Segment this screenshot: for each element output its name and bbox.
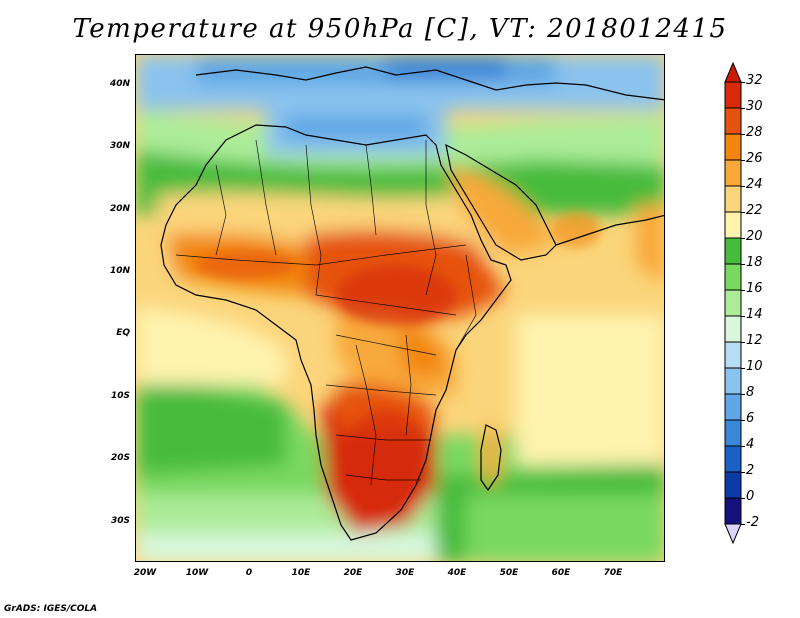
lon-label-20e: 20E: [343, 568, 363, 578]
colorbar-segment: [724, 393, 742, 421]
colorbar-tick: [741, 264, 745, 265]
colorbar-tick: [741, 212, 745, 213]
colorbar-tick: [741, 472, 745, 473]
lon-label-10w: 10W: [185, 568, 209, 578]
grads-credit: GrADS: IGES/COLA: [4, 604, 98, 614]
colorbar-segment: [724, 133, 742, 161]
colorbar-segment: [724, 263, 742, 291]
lat-label-10s: 10S: [110, 391, 130, 401]
colorbar-segment: [724, 289, 742, 317]
colorbar-label: 0: [746, 489, 755, 504]
colorbar-label: 24: [746, 177, 763, 192]
colorbar-bottom-arrow: [724, 523, 742, 545]
colorbar-label: 28: [746, 125, 763, 140]
colorbar-label: 8: [746, 385, 755, 400]
coastlines: [160, 66, 664, 541]
map-area: [135, 54, 665, 562]
colorbar-tick: [741, 316, 745, 317]
colorbar-segment: [724, 419, 742, 447]
colorbar-label: 14: [746, 307, 763, 322]
lat-label-eq: EQ: [116, 328, 130, 338]
lon-label-20w: 20W: [133, 568, 157, 578]
colorbar-tick: [741, 524, 745, 525]
lon-label-50e: 50E: [499, 568, 519, 578]
colorbar-tick: [741, 498, 745, 499]
lat-label-30s: 30S: [110, 516, 130, 526]
colorbar-label: 20: [746, 229, 763, 244]
colorbar-label: 30: [746, 99, 763, 114]
colorbar-segment: [724, 471, 742, 499]
colorbar-tick: [741, 290, 745, 291]
colorbar-top-arrow: [724, 62, 742, 83]
colorbar-label: 32: [746, 73, 763, 88]
colorbar-tick: [741, 160, 745, 161]
colorbar: [724, 62, 742, 545]
colorbar-segment: [724, 237, 742, 265]
lat-label-10n: 10N: [109, 266, 130, 276]
colorbar-segment: [724, 367, 742, 395]
lat-label-20n: 20N: [109, 204, 130, 214]
lon-label-60e: 60E: [551, 568, 571, 578]
colorbar-segment: [724, 185, 742, 213]
colorbar-label: 4: [746, 437, 755, 452]
colorbar-label: 18: [746, 255, 763, 270]
colorbar-tick: [741, 82, 745, 83]
colorbar-tick: [741, 368, 745, 369]
colorbar-tick: [741, 394, 745, 395]
colorbar-tick: [741, 420, 745, 421]
colorbar-segment: [724, 341, 742, 369]
colorbar-label: -2: [746, 515, 759, 530]
colorbar-label: 26: [746, 151, 763, 166]
colorbar-segment: [724, 81, 742, 109]
colorbar-label: 16: [746, 281, 763, 296]
colorbar-label: 12: [746, 333, 763, 348]
temperature-map: [136, 55, 664, 561]
lon-label-40e: 40E: [447, 568, 467, 578]
lat-label-30n: 30N: [109, 141, 130, 151]
colorbar-label: 2: [746, 463, 755, 478]
colorbar-tick: [741, 134, 745, 135]
colorbar-tick: [741, 446, 745, 447]
country-borders: [175, 139, 477, 486]
colorbar-segment: [724, 315, 742, 343]
colorbar-label: 22: [746, 203, 763, 218]
lat-label-40n: 40N: [109, 79, 130, 89]
colorbar-label: 6: [746, 411, 755, 426]
plot-title: Temperature at 950hPa [C], VT: 201801241…: [72, 14, 728, 44]
lon-label-70e: 70E: [603, 568, 623, 578]
colorbar-tick: [741, 108, 745, 109]
lon-label-30e: 30E: [395, 568, 415, 578]
lat-label-20s: 20S: [110, 453, 130, 463]
colorbar-segment: [724, 159, 742, 187]
colorbar-segment: [724, 497, 742, 525]
lon-label-10e: 10E: [291, 568, 311, 578]
colorbar-tick: [741, 186, 745, 187]
colorbar-segment: [724, 107, 742, 135]
colorbar-segment: [724, 211, 742, 239]
colorbar-tick: [741, 238, 745, 239]
colorbar-tick: [741, 342, 745, 343]
lon-label-0: 0: [245, 568, 253, 578]
colorbar-label: 10: [746, 359, 763, 374]
colorbar-segment: [724, 445, 742, 473]
